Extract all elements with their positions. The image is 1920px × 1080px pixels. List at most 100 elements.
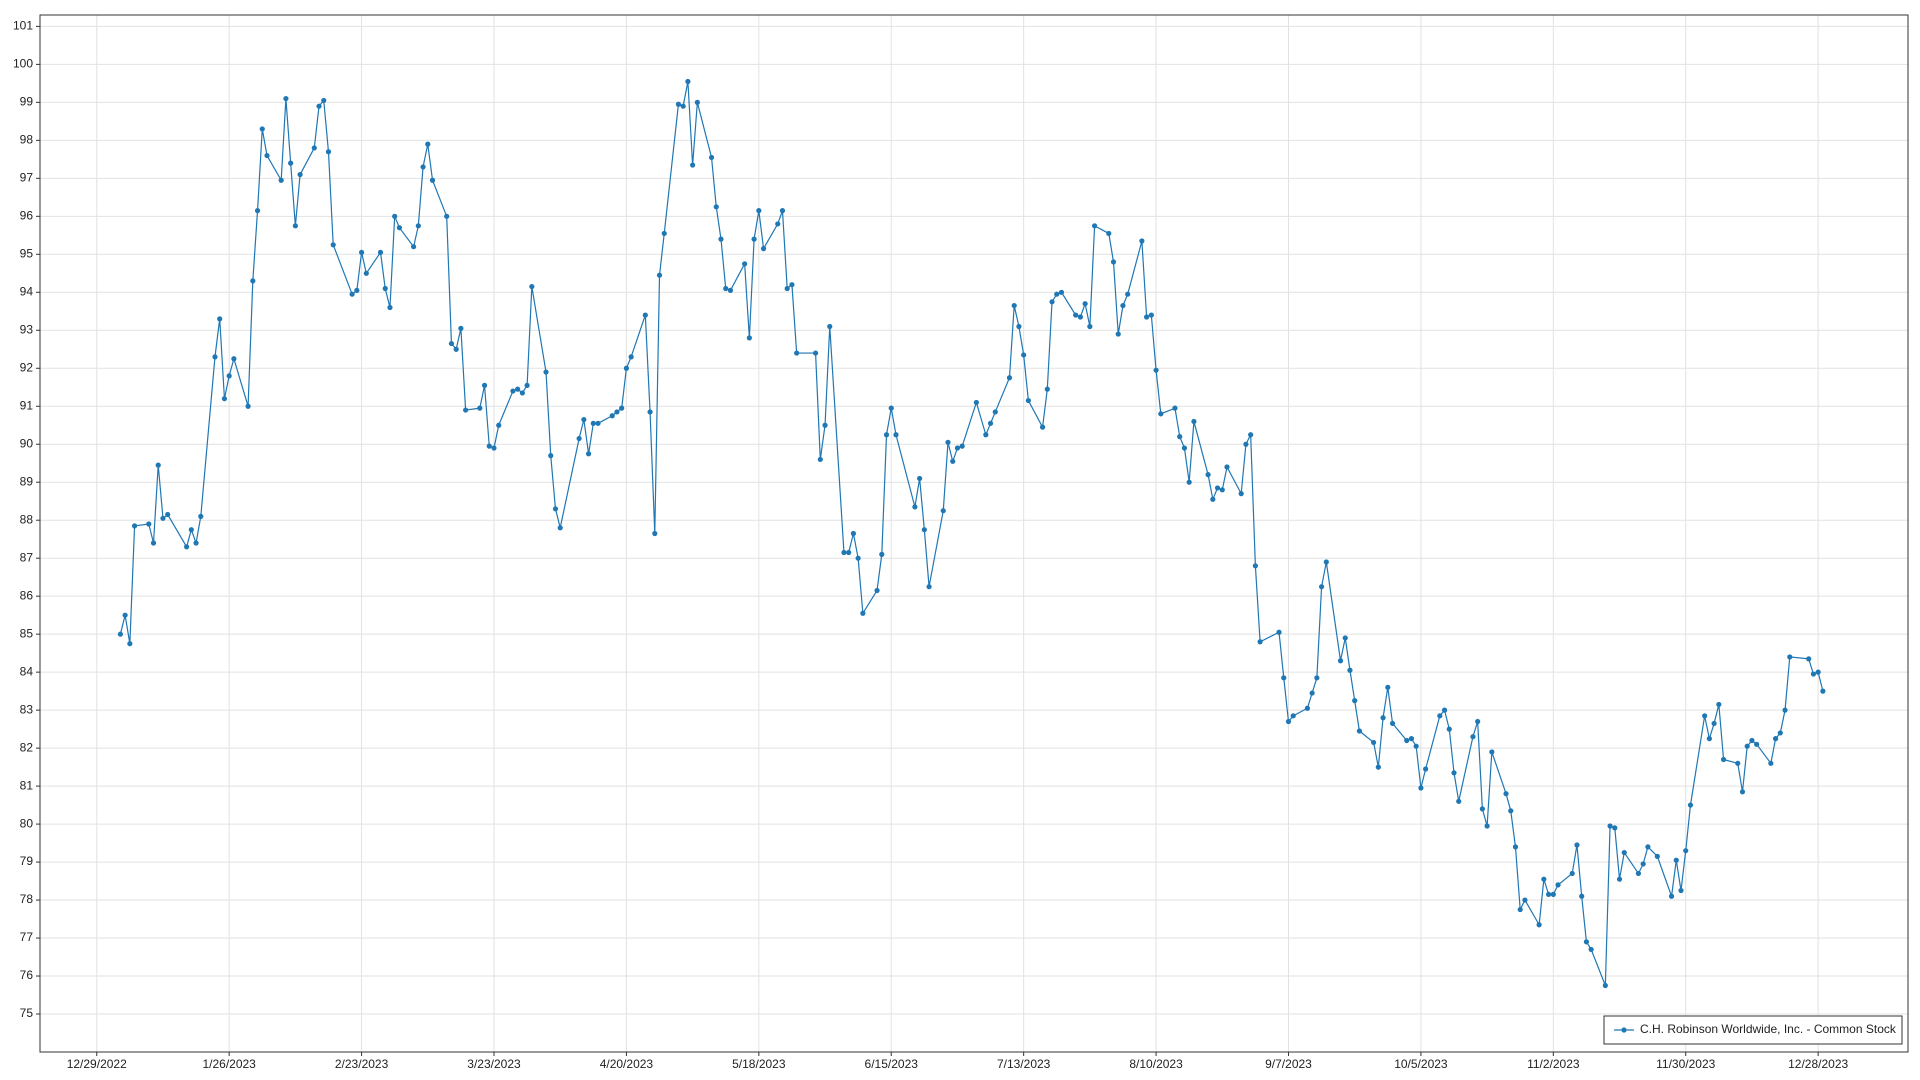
y-tick-label: 82 [20,740,34,754]
data-point [127,641,133,647]
data-point [1285,718,1292,725]
y-tick-label: 87 [20,550,34,564]
data-point [288,160,294,166]
plot-frame [39,14,1909,1053]
x-tick-label: 9/7/2023 [1265,1057,1312,1071]
data-point [874,587,880,594]
data-point [1082,301,1088,307]
data-point [226,373,232,379]
data-point [363,270,369,276]
data-point [921,527,927,533]
data-point [330,242,336,248]
data-point [917,475,923,482]
data-point [1318,584,1325,590]
data-point [860,610,866,616]
data-point [1252,563,1258,569]
data-point [392,213,398,219]
data-point [264,152,270,159]
data-point [1446,726,1452,732]
data-point [1744,743,1750,749]
data-point [259,126,265,132]
legend-label: C.H. Robinson Worldwide, Inc. - Common S… [1640,1022,1897,1036]
data-point [1205,472,1211,478]
data-point [1479,806,1485,812]
data-point [1380,715,1386,721]
data-point [529,283,535,290]
data-point [827,323,833,330]
data-point [1437,713,1443,719]
data-point [1385,684,1391,690]
marks [117,78,1826,989]
data-point [576,435,582,442]
data-point [548,453,554,459]
data-point [1810,671,1817,677]
data-point [1782,707,1788,713]
data-point [1214,485,1221,491]
data-point [1044,386,1050,392]
data-point [193,540,199,546]
data-point [1550,891,1556,897]
data-point [675,101,682,107]
data-point [377,249,384,256]
data-point [155,462,161,468]
data-point [581,416,587,423]
data-point [444,213,450,219]
data-point [926,584,932,590]
data-point [647,409,653,415]
data-point [723,285,729,292]
data-point [1077,314,1084,320]
data-point [950,458,956,464]
data-point [254,208,261,214]
data-point [1475,718,1481,725]
y-tick-label: 77 [20,930,34,944]
data-point [1144,314,1150,320]
data-point [1404,737,1410,744]
data-point [1602,982,1608,989]
data-point [1579,893,1585,899]
data-point [1806,656,1812,662]
y-tick-label: 78 [20,892,34,906]
data-point [685,78,691,85]
data-point [188,527,194,533]
data-point [396,225,403,231]
y-tick-label: 79 [20,854,34,868]
data-point [940,508,946,514]
legend: C.H. Robinson Worldwide, Inc. - Common S… [1603,1015,1903,1045]
data-point [656,272,663,278]
data-point [1815,669,1821,675]
y-tick-label: 90 [20,436,34,450]
data-point [1371,739,1377,746]
x-tick-label: 4/20/2023 [600,1057,654,1071]
data-point [760,246,767,252]
data-point [1210,496,1216,502]
data-point [1768,760,1774,766]
data-point [1702,713,1708,719]
data-point [1025,397,1031,404]
data-point [1304,705,1311,711]
data-point [1181,445,1188,451]
data-point [1512,844,1519,850]
data-point [477,405,483,411]
data-point [1243,441,1249,447]
data-point [1091,223,1098,229]
y-tick-label: 86 [20,588,34,602]
data-point [165,511,171,518]
data-point [221,396,228,402]
data-point [415,223,421,229]
data-point [1139,238,1145,244]
data-point [1153,367,1159,373]
data-point [1125,291,1131,297]
data-point [1186,479,1192,485]
data-point [1820,688,1826,694]
data-point [1711,720,1717,727]
data-point [429,177,436,183]
data-point [160,515,166,521]
data-point [325,149,332,155]
data-point [552,506,559,512]
data-point [1049,299,1055,305]
data-point [883,432,890,438]
data-point [1489,749,1495,755]
data-point [198,513,204,520]
data-point [1588,946,1594,953]
data-point [1342,635,1348,641]
